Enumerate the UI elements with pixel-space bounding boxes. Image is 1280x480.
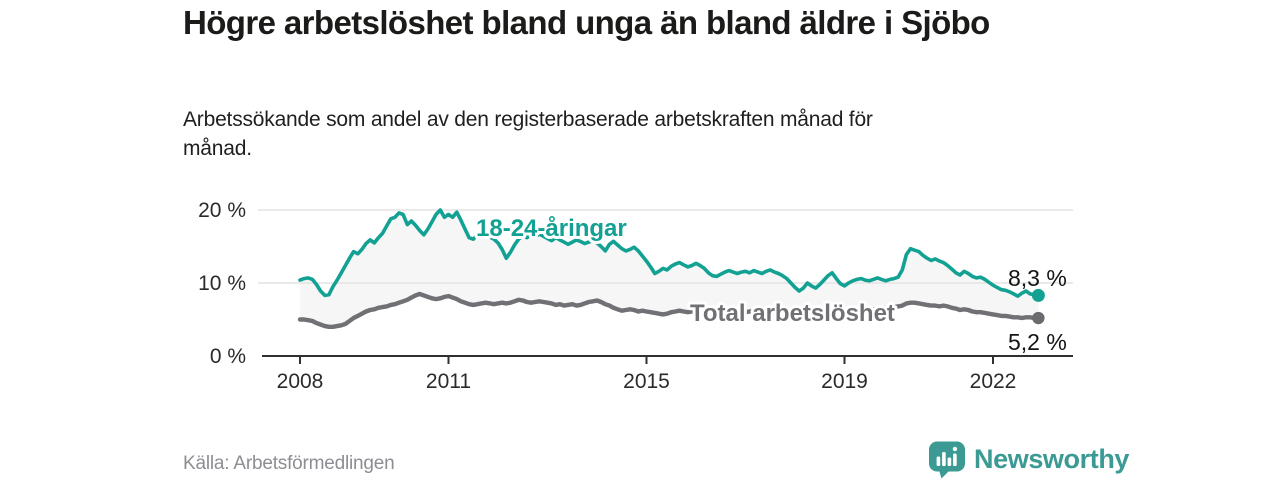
- y-tick-label-0-percent: 0 %: [210, 345, 246, 368]
- newsworthy-bubble-chart-icon: [929, 441, 965, 479]
- y-tick-label-20-percent: 20 %: [198, 199, 246, 222]
- x-tick-label-2008: 2008: [277, 370, 324, 393]
- newsworthy-logo: Newsworthy: [928, 440, 1129, 479]
- chart-title: Högre arbetslöshet bland unga än bland ä…: [183, 4, 990, 41]
- x-tick-label-2015: 2015: [623, 370, 670, 393]
- end-value-label-total: 5,2 %: [1008, 329, 1067, 355]
- chart-subtitle: Arbetssökande som andel av den registerb…: [183, 108, 873, 160]
- series-line-18-24: [298, 208, 1041, 298]
- gridlines: [258, 209, 1073, 284]
- x-tick-label-2011: 2011: [426, 370, 471, 393]
- source-note: Källa: Arbetsförmedlingen: [183, 453, 395, 474]
- series-label-18-24: 18-24-åringar: [476, 215, 627, 242]
- x-tick-label-2019: 2019: [821, 370, 868, 393]
- x-tick-label-2022: 2022: [970, 370, 1017, 393]
- series-line-total: [297, 291, 1041, 329]
- y-tick-label-10-percent: 10 %: [198, 272, 246, 295]
- newsworthy-logo-text: Newsworthy: [974, 444, 1130, 474]
- end-value-label-18-24: 8,3 %: [1008, 265, 1067, 291]
- axes: 2008 2011 2015 2019 2022 0 % 10 % 20 %: [198, 199, 1073, 393]
- series-label-total: Total arbetslöshet: [690, 300, 895, 327]
- series-lines: [297, 208, 1045, 329]
- series-endpoint-dot-total: [1032, 311, 1045, 325]
- chart-text-labels: 18-24-åringar Total arbetslöshet 8,3 % 5,2 …: [473, 212, 1067, 355]
- series-endpoint-dot-18-24: [1031, 288, 1045, 302]
